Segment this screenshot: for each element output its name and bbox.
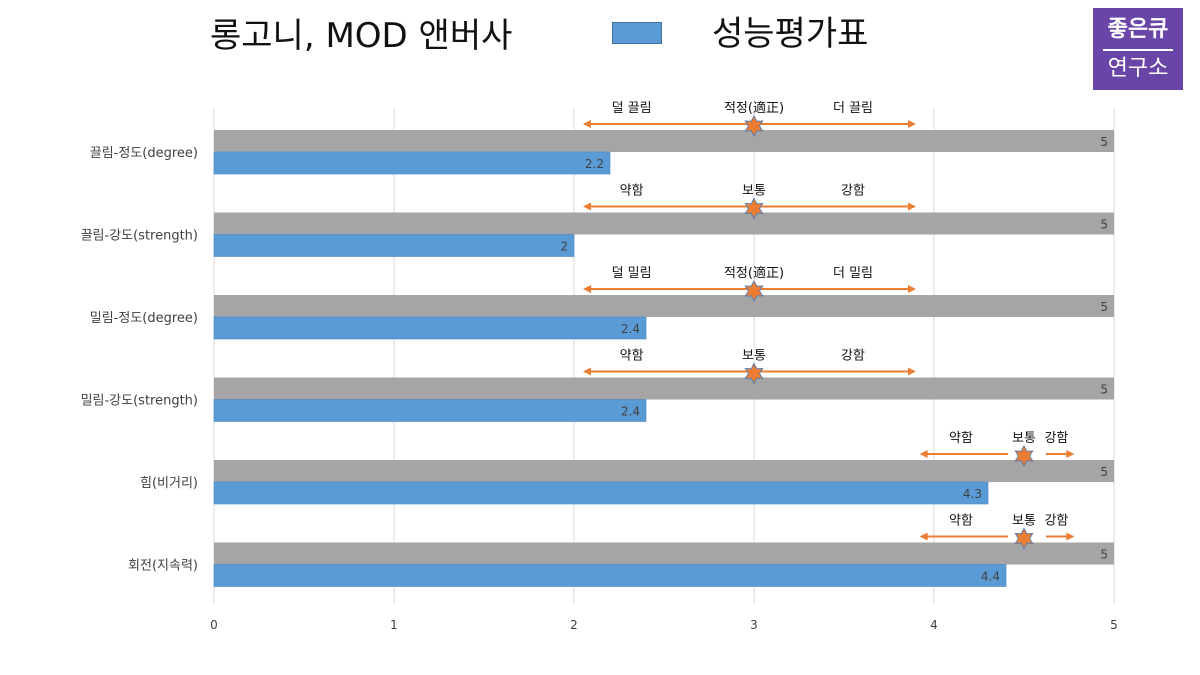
- x-tick-label: 4: [930, 618, 938, 632]
- bar-score: [213, 399, 647, 422]
- annotation-center: 보통: [1012, 514, 1036, 529]
- data-label-score: 2.2: [585, 157, 604, 171]
- data-label-score: 4.3: [963, 487, 982, 501]
- arrow-head-right: [908, 120, 916, 128]
- annotation-center: 보통: [742, 184, 766, 199]
- grid-lines: [213, 108, 1115, 603]
- brand-logo: 좋은큐 연구소: [1093, 8, 1183, 90]
- legend-swatch: [612, 22, 662, 44]
- category-label: 밀림-강도(strength): [81, 394, 198, 409]
- legend-label: 성능평가표: [712, 14, 869, 54]
- arrow-head-right: [1066, 450, 1075, 458]
- logo-text-top: 좋은큐: [1107, 17, 1169, 42]
- annotation-right: 강함: [841, 349, 865, 364]
- star-marker: [744, 114, 764, 138]
- category-label: 밀림-정도(degree): [90, 311, 198, 326]
- category-label: 끌림-강도(strength): [81, 229, 198, 244]
- annotation-center: 적정(適正): [724, 265, 784, 281]
- bar-score: [213, 151, 611, 175]
- bar-max: [214, 212, 1114, 235]
- x-tick-label: 5: [1110, 618, 1118, 632]
- data-label-max: 5: [1100, 465, 1108, 479]
- bar-score: [213, 234, 575, 257]
- star-marker: [744, 362, 764, 385]
- category-label: 끌림-정도(degree): [90, 146, 198, 161]
- chart-title: 롱고니, MOD 앤버사: [210, 16, 513, 56]
- star-marker: [1014, 527, 1034, 550]
- arrow-head-left: [583, 202, 591, 211]
- annotation-left: 덜 끌림: [612, 101, 652, 116]
- category-label: 회전(지속력): [128, 559, 198, 574]
- annotation-right: 강함: [841, 184, 865, 199]
- arrow-head-left: [583, 285, 591, 293]
- arrow-head-left: [919, 450, 928, 458]
- bar-score: [213, 564, 1007, 587]
- data-label-max: 5: [1100, 383, 1108, 397]
- x-tick-label: 0: [210, 618, 218, 632]
- data-label-max: 5: [1100, 548, 1108, 562]
- annotation-right: 강함: [1044, 431, 1068, 446]
- annotation-left: 덜 밀림: [612, 266, 652, 281]
- arrow-head-right: [1066, 532, 1075, 541]
- logo-divider: [1103, 49, 1173, 51]
- arrow-head-left: [583, 120, 591, 128]
- data-label-score: 2.4: [621, 322, 640, 336]
- chart-header: 롱고니, MOD 앤버사 성능평가표: [0, 0, 1200, 100]
- annotation-center: 적정(適正): [724, 100, 784, 116]
- bar-max: [214, 295, 1114, 317]
- star-marker: [1014, 444, 1034, 468]
- arrow-head-right: [908, 285, 916, 293]
- data-label-max: 5: [1100, 218, 1108, 232]
- data-label-max: 5: [1100, 135, 1108, 149]
- bar-score: [213, 481, 989, 505]
- annotation-left: 약함: [949, 514, 973, 529]
- data-label-score: 2.4: [621, 405, 640, 419]
- arrow-head-left: [583, 367, 591, 376]
- annotation-right: 강함: [1044, 514, 1068, 529]
- category-label: 힘(비거리): [140, 476, 198, 491]
- bar-max: [214, 542, 1114, 565]
- arrow-head-right: [908, 202, 916, 211]
- annotation-center: 보통: [742, 349, 766, 364]
- logo-text-bottom: 연구소: [1107, 56, 1169, 81]
- x-tick-label: 2: [570, 618, 578, 632]
- arrow-head-right: [908, 367, 916, 376]
- data-label-max: 5: [1100, 300, 1108, 314]
- annotation-right: 더 끌림: [833, 101, 873, 116]
- data-label-score: 2: [560, 240, 568, 254]
- annotation-left: 약함: [620, 349, 644, 364]
- x-tick-label: 3: [750, 618, 758, 632]
- annotation-left: 약함: [620, 184, 644, 199]
- bar-max: [214, 130, 1114, 152]
- star-marker: [744, 279, 764, 303]
- bar-max: [214, 377, 1114, 400]
- data-label-score: 4.4: [981, 570, 1000, 584]
- bar-score: [213, 316, 647, 340]
- annotation-right: 더 밀림: [833, 266, 873, 281]
- bar-max: [214, 460, 1114, 482]
- labels: 0 1 2 3 4 5 끌림-정도(degree) 5 2.2 끌림-강도(strength) 5 2…: [81, 135, 1118, 632]
- star-marker: [744, 197, 764, 220]
- bars: [213, 130, 1114, 587]
- arrow-head-left: [919, 532, 928, 541]
- annotation-left: 약함: [949, 431, 973, 446]
- x-tick-label: 1: [390, 618, 398, 632]
- annotation-center: 보통: [1012, 431, 1036, 446]
